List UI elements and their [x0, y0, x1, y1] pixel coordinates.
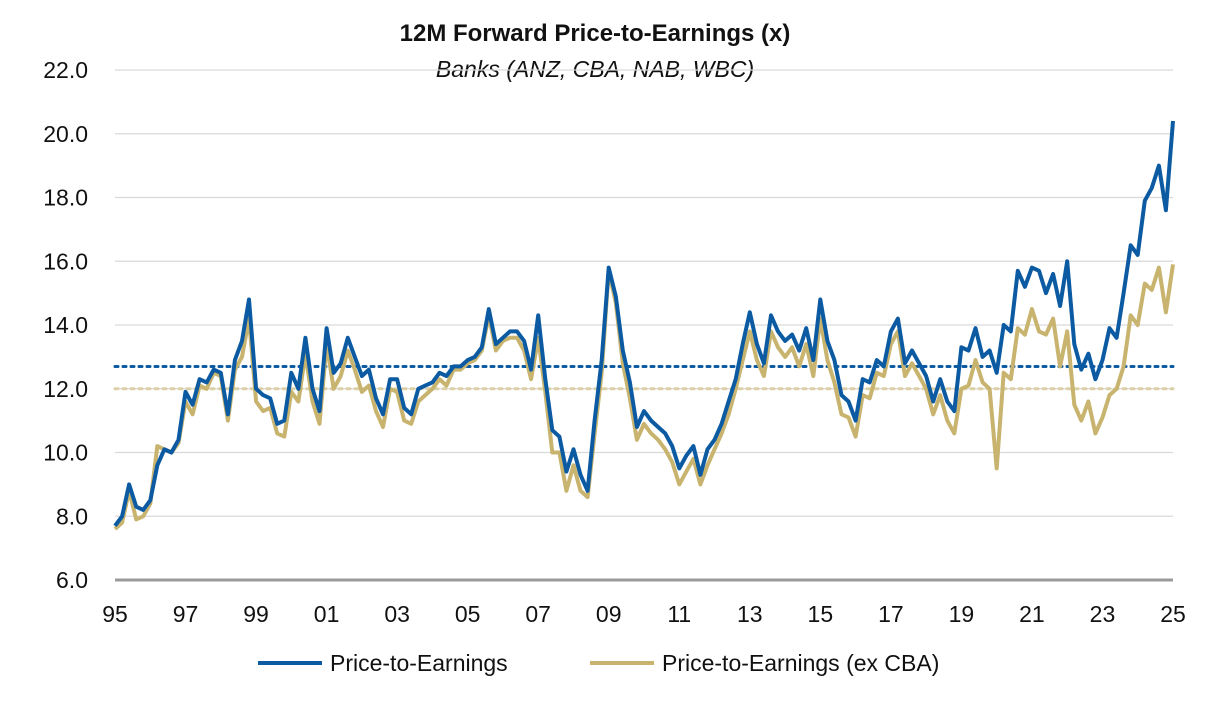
y-tick-label: 6.0: [56, 567, 88, 593]
y-tick-label: 10.0: [43, 440, 88, 466]
average-lines: [113, 364, 1175, 391]
chart-title: 12M Forward Price-to-Earnings (x): [399, 20, 791, 47]
x-tick-label: 05: [455, 601, 481, 627]
x-tick-label: 03: [384, 601, 410, 627]
x-tick-label: 23: [1090, 601, 1116, 627]
x-tick-label: 17: [878, 601, 904, 627]
y-tick-label: 8.0: [56, 503, 88, 529]
y-tick-label: 16.0: [43, 248, 88, 274]
y-tick-label: 14.0: [43, 312, 88, 338]
x-tick-label: 15: [808, 601, 834, 627]
y-tick-label: 12.0: [43, 376, 88, 402]
legend-label-pe-ex-cba: Price-to-Earnings (ex CBA): [662, 650, 939, 676]
axes: 6.0 8.0 10.0 12.0 14.0 16.0 18.0 20.0 22.0 95 97 99…: [43, 57, 1186, 627]
x-tick-label: 21: [1019, 601, 1045, 627]
legend-label-pe: Price-to-Earnings: [330, 650, 508, 676]
x-tick-label: 19: [949, 601, 975, 627]
legend: Price-to-Earnings Price-to-Earnings (ex …: [258, 650, 939, 676]
x-tick-label: 97: [173, 601, 199, 627]
x-tick-label: 13: [737, 601, 763, 627]
x-tick-label: 01: [314, 601, 340, 627]
y-tick-label: 18.0: [43, 185, 88, 211]
series-line-pe-ex-cba: [113, 264, 1175, 531]
series-lines: [113, 120, 1175, 531]
y-tick-label: 22.0: [43, 57, 88, 83]
x-tick-label: 99: [243, 601, 269, 627]
y-tick-label: 20.0: [43, 121, 88, 147]
x-tick-label: 07: [525, 601, 551, 627]
x-tick-label: 11: [667, 601, 691, 627]
x-tick-label: 95: [102, 601, 128, 627]
x-tick-label: 09: [596, 601, 622, 627]
series-line-pe: [113, 120, 1175, 527]
chart-subtitle: Banks (ANZ, CBA, NAB, WBC): [435, 56, 755, 82]
x-tick-label: 25: [1160, 601, 1186, 627]
